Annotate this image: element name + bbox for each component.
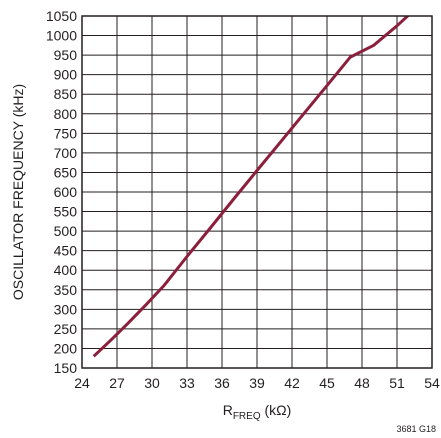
x-axis-title-main: R xyxy=(223,402,233,418)
y-tick-label: 350 xyxy=(54,282,78,298)
grid xyxy=(81,15,433,369)
y-tick-label: 650 xyxy=(54,164,78,180)
y-tick-label: 250 xyxy=(54,321,78,337)
x-tick-label: 48 xyxy=(354,375,370,391)
y-axis-title: OSCILLATOR FREQUENCY (kHz) xyxy=(10,84,26,300)
x-tick-label: 54 xyxy=(424,375,440,391)
y-tick-label: 1000 xyxy=(46,28,77,44)
series-line xyxy=(92,16,410,358)
y-tick-label: 300 xyxy=(54,301,78,317)
series-layer xyxy=(92,16,410,358)
y-tick-label: 750 xyxy=(54,125,78,141)
x-axis-title: RFREQ (kΩ) xyxy=(223,402,292,422)
y-tick-label: 900 xyxy=(54,67,78,83)
x-tick-label: 36 xyxy=(214,375,230,391)
y-tick-label: 500 xyxy=(54,223,78,239)
y-tick-label: 200 xyxy=(54,340,78,356)
x-tick-label: 27 xyxy=(109,375,125,391)
figure-id: 3681 G18 xyxy=(396,424,436,434)
y-tick-label: 600 xyxy=(54,184,78,200)
x-axis-title-subscript: FREQ xyxy=(233,411,261,422)
x-tick-label: 30 xyxy=(144,375,160,391)
y-tick-label: 700 xyxy=(54,145,78,161)
y-tick-label: 550 xyxy=(54,204,78,220)
y-tick-label: 1050 xyxy=(46,8,77,24)
y-tick-labels: 150 200 250 300 350 400 450 500 550 600 650 700 750 8… xyxy=(46,8,77,376)
plot-frame xyxy=(81,15,433,369)
x-tick-label: 42 xyxy=(284,375,300,391)
y-tick-label: 150 xyxy=(54,360,78,376)
x-tick-label: 51 xyxy=(389,375,405,391)
x-tick-labels: 24 27 30 33 36 39 42 45 48 51 54 xyxy=(74,375,440,391)
y-tick-label: 800 xyxy=(54,106,78,122)
x-tick-label: 39 xyxy=(249,375,265,391)
x-tick-label: 24 xyxy=(74,375,90,391)
y-tick-label: 400 xyxy=(54,262,78,278)
y-tick-label: 450 xyxy=(54,243,78,259)
x-axis-title-unit: (kΩ) xyxy=(261,402,292,418)
x-tick-label: 45 xyxy=(319,375,335,391)
y-tick-label: 950 xyxy=(54,47,78,63)
x-tick-label: 33 xyxy=(179,375,195,391)
y-tick-label: 850 xyxy=(54,86,78,102)
